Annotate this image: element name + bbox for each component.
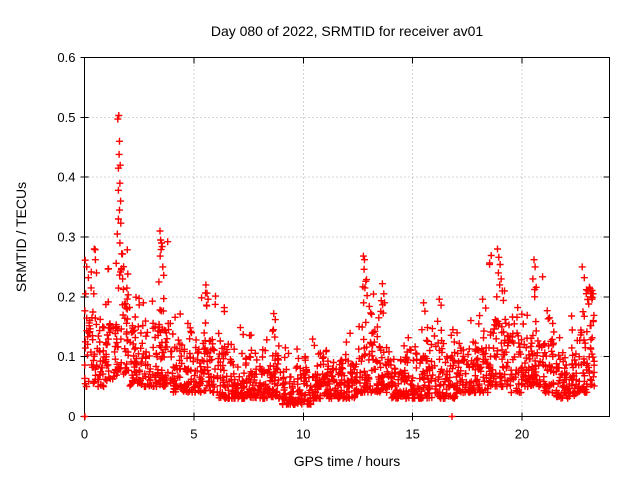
grid-path (84, 57, 610, 417)
x-tick-label: 15 (405, 427, 419, 442)
x-tick-label: 20 (515, 427, 529, 442)
x-tick-label: 10 (296, 427, 310, 442)
y-tick-label: 0.2 (57, 289, 75, 304)
gridlines (84, 57, 610, 417)
x-tick-label: 5 (190, 427, 197, 442)
y-tick-label: 0.6 (57, 50, 75, 65)
chart-title: Day 080 of 2022, SRMTID for receiver av0… (211, 23, 484, 39)
y-tick-label: 0.1 (57, 349, 75, 364)
x-tick-label: 0 (81, 427, 88, 442)
y-axis-label: SRMTID / TECUs (13, 182, 29, 292)
scatter-points (81, 112, 598, 420)
y-tick-label: 0 (68, 409, 75, 424)
y-tick-label: 0.4 (57, 170, 75, 185)
y-tick-label: 0.3 (57, 230, 75, 245)
plot-frame (84, 57, 610, 417)
y-tick-label: 0.5 (57, 110, 75, 125)
tick-labels: 0 0.1 0.2 0.3 0.4 0.5 0.6 0 5 10 15 20 (57, 50, 529, 442)
x-axis-label: GPS time / hours (294, 453, 401, 469)
